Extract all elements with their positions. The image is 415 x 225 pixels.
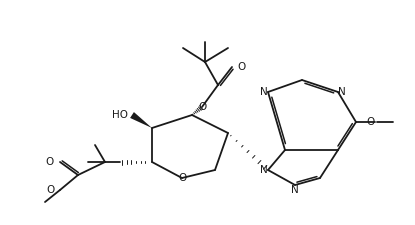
Text: O: O — [47, 185, 55, 195]
Text: O: O — [46, 157, 54, 167]
Text: O: O — [237, 62, 245, 72]
Text: N: N — [260, 87, 268, 97]
Text: O: O — [198, 102, 206, 112]
Text: N: N — [338, 87, 346, 97]
Text: N: N — [260, 165, 268, 175]
Text: HO: HO — [112, 110, 128, 120]
Text: O: O — [178, 173, 186, 183]
Text: O: O — [366, 117, 374, 127]
Text: N: N — [291, 185, 299, 195]
Polygon shape — [130, 112, 152, 128]
